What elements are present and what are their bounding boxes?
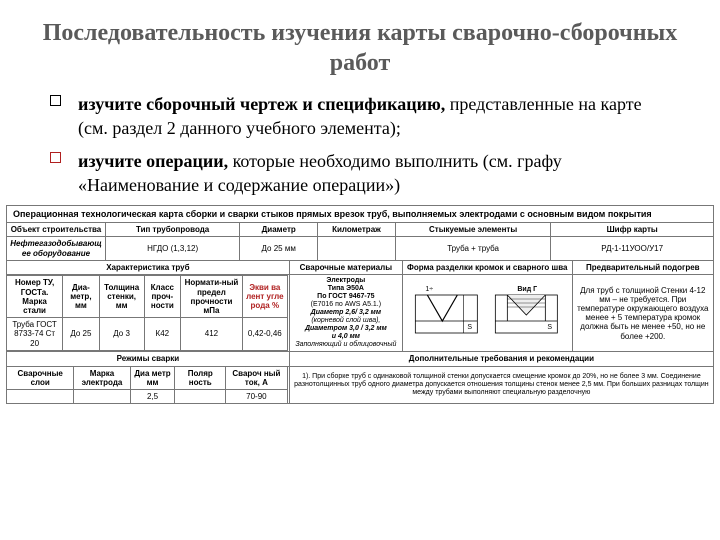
- char-c3-h: Толщина стенки, мм: [99, 276, 144, 318]
- square-bullet-icon: [50, 95, 61, 106]
- m-v5: 70-90: [226, 389, 288, 403]
- groove-diagram: 1÷ Вид Г S S: [403, 281, 572, 345]
- hdr-diam: Диаметр: [240, 223, 318, 237]
- char-c1-v: Труба ГОСТ 8733-74 Ст 20: [7, 318, 63, 351]
- char-c5-v: 412: [181, 318, 243, 351]
- tech-card: Операционная технологическая карта сборк…: [6, 205, 714, 404]
- weld-l1: Электроды: [293, 277, 399, 285]
- m-c2: Марка электрода: [74, 366, 130, 389]
- char-cell: Номер ТУ, ГОСТа. Марка стали Диа-метр, м…: [7, 274, 290, 351]
- section-headers: Характеристика труб Сварочные материалы …: [6, 260, 714, 353]
- weld-l4: (Е7016 по AWS А5.1.): [293, 301, 399, 309]
- rec-cell: 1). При сборке труб с одинаковой толщино…: [289, 366, 713, 404]
- rec-h: Дополнительные требования и рекомендации: [289, 352, 713, 366]
- diag-label-2: Вид Г: [517, 286, 537, 293]
- sec-char: Характеристика труб: [7, 260, 290, 274]
- m-v1: [7, 389, 74, 403]
- bullet-1: изучите сборочный чертеж и спецификацию,…: [48, 92, 674, 141]
- char-c5-h: Нормати-ный предел прочности мПа: [181, 276, 243, 318]
- preheat-cell: Для труб с толщиной Стенки 4-12 мм – не …: [572, 274, 713, 351]
- fade-cutoff: [0, 524, 720, 540]
- m-v3: 2,5: [130, 389, 175, 403]
- weld-l9: Заполняющий и облицовочный: [293, 341, 399, 349]
- bullet-1-bold: изучите сборочный чертеж и спецификацию,: [78, 94, 445, 114]
- sec-groove: Форма разделки кромок и сварного шва: [402, 260, 572, 274]
- slide-title: Последовательность изучения карты свароч…: [40, 18, 680, 78]
- bottom-section: Режимы сварки Дополнительные требования …: [6, 351, 714, 404]
- table-caption: Операционная технологическая карта сборк…: [6, 205, 714, 222]
- val-diam: До 25 мм: [240, 237, 318, 260]
- char-c3-v: До 3: [99, 318, 144, 351]
- m-c1: Сварочные слои: [7, 366, 74, 389]
- char-c2-h: Диа-метр, мм: [63, 276, 100, 318]
- square-bullet-icon: [50, 152, 61, 163]
- val-join: Труба + труба: [395, 237, 551, 260]
- svg-text:S: S: [467, 324, 472, 331]
- weld-l3: По ГОСТ 9467-75: [293, 293, 399, 301]
- weld-l7: Диаметром 3,0 / 3,2 мм: [293, 325, 399, 333]
- sec-preheat: Предварительный подогрев: [572, 260, 713, 274]
- char-c1-h: Номер ТУ, ГОСТа. Марка стали: [7, 276, 63, 318]
- val-km: [318, 237, 396, 260]
- hdr-join: Стыкуемые элементы: [395, 223, 551, 237]
- char-c2-v: До 25: [63, 318, 100, 351]
- weld-l6: (корневой слой шва),: [293, 317, 399, 325]
- groove-cell: 1÷ Вид Г S S: [402, 274, 572, 351]
- weld-cell: Электроды Типа Э50А По ГОСТ 9467-75 (Е70…: [289, 274, 402, 351]
- rec-text: 1). При сборке труб с одинаковой толщино…: [294, 373, 709, 396]
- bullet-list: изучите сборочный чертеж и спецификацию,…: [40, 92, 680, 197]
- svg-text:S: S: [547, 324, 552, 331]
- header-table: Объект строительства Тип трубопровода Ди…: [6, 222, 714, 261]
- weld-l2: Типа Э50А: [293, 285, 399, 293]
- hdr-code: Шифр карты: [551, 223, 714, 237]
- diag-label-1: 1÷: [425, 286, 433, 293]
- hdr-obj: Объект строительства: [7, 223, 106, 237]
- weld-l5: Диаметр 2,6/ 3,2 мм: [293, 309, 399, 317]
- char-c4-h: Класс проч-ности: [144, 276, 181, 318]
- hdr-km: Километраж: [318, 223, 396, 237]
- bullet-2-bold: изучите операции,: [78, 151, 228, 171]
- val-code: РД-1-11УОО/У17: [551, 237, 714, 260]
- val-obj: Нефтегазодобывающее оборудование: [7, 237, 106, 260]
- bullet-2: изучите операции, которые необходимо вып…: [48, 149, 674, 198]
- char-c4-v: К42: [144, 318, 181, 351]
- char-c6-h: Экви ва лент угле рода %: [242, 276, 287, 318]
- val-pipe: НГДО (1,3,12): [105, 237, 239, 260]
- modes-cell: Сварочные слои Марка электрода Диа метр …: [7, 366, 290, 404]
- char-c6-v: 0,42-0,46: [242, 318, 287, 351]
- sec-weld: Сварочные материалы: [289, 260, 402, 274]
- m-c3: Диа метр мм: [130, 366, 175, 389]
- m-c5: Свароч ный ток, А: [226, 366, 288, 389]
- hdr-pipe: Тип трубопровода: [105, 223, 239, 237]
- modes-h: Режимы сварки: [7, 352, 290, 366]
- m-v4: [175, 389, 226, 403]
- m-c4: Поляр ность: [175, 366, 226, 389]
- m-v2: [74, 389, 130, 403]
